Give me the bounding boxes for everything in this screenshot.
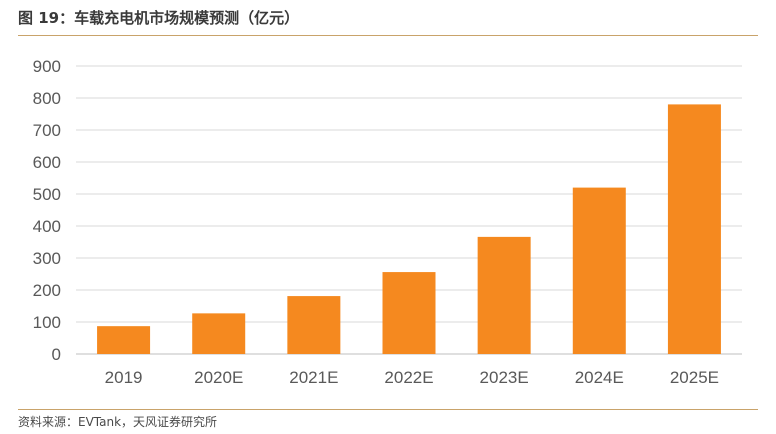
y-tick-label: 800	[33, 89, 61, 108]
bar-chart: 0 100 200 300 400 500 600 700 800 900 2019 2020E 202…	[33, 57, 742, 387]
bar-2025E	[667, 104, 721, 355]
bar-2024E	[572, 187, 626, 354]
bar-2020E	[192, 313, 246, 354]
bar-2021E	[287, 296, 341, 354]
bar-2019	[97, 326, 151, 354]
y-tick-label: 500	[33, 185, 61, 204]
x-tick-label: 2022E	[384, 368, 433, 387]
x-tick-label: 2024E	[575, 368, 624, 387]
y-tick-label: 400	[33, 217, 61, 236]
chart-container: 0 100 200 300 400 500 600 700 800 900 2019 2020E 202…	[0, 36, 776, 408]
y-tick-label: 600	[33, 153, 61, 172]
x-tick-label: 2025E	[670, 368, 719, 387]
figure-title: 图 19：车载充电机市场规模预测（亿元）	[18, 9, 300, 27]
x-tick-label: 2021E	[289, 368, 338, 387]
x-tick-label: 2023E	[480, 368, 529, 387]
x-tick-label: 2019	[105, 368, 143, 387]
source-note: 资料来源：EVTank，天风证券研究所	[18, 415, 218, 429]
bar-2022E	[382, 272, 436, 354]
bar-2023E	[477, 236, 531, 354]
y-tick-label: 900	[33, 57, 61, 76]
y-tick-label: 300	[33, 249, 61, 268]
x-tick-label: 2020E	[194, 368, 243, 387]
source-divider	[18, 409, 758, 410]
title-divider	[18, 35, 758, 36]
y-tick-label: 100	[33, 313, 61, 332]
y-tick-label: 200	[33, 281, 61, 300]
y-tick-label: 0	[52, 345, 61, 364]
y-tick-label: 700	[33, 121, 61, 140]
